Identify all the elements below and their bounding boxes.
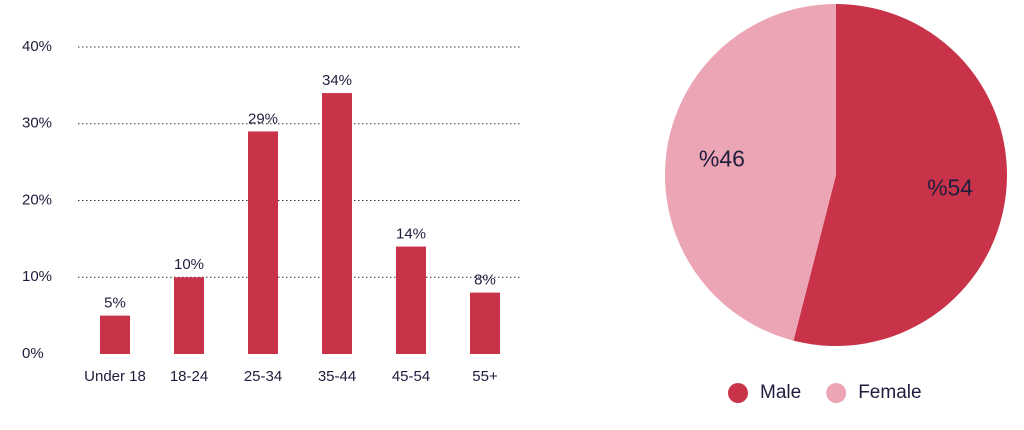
y-tick-label: 20%	[22, 191, 52, 208]
bar	[174, 277, 204, 354]
legend-swatch	[728, 383, 748, 403]
x-tick-label: 18-24	[170, 368, 208, 385]
x-tick-label: 35-44	[318, 368, 356, 385]
value-label: 14%	[396, 226, 426, 243]
x-tick-label: 55+	[472, 368, 498, 385]
value-label: 5%	[104, 295, 126, 312]
y-tick-label: 0%	[22, 345, 44, 362]
pie-slice	[665, 4, 836, 341]
value-label: 10%	[174, 256, 204, 273]
bar	[470, 292, 500, 354]
y-tick-label: 40%	[22, 38, 52, 55]
bar	[396, 246, 426, 354]
value-label: 8%	[474, 272, 496, 289]
x-tick-label: 45-54	[392, 368, 430, 385]
y-tick-label: 10%	[22, 268, 52, 285]
legend-label: Male	[760, 382, 801, 403]
legend-label: Female	[858, 382, 921, 403]
x-tick-label: Under 18	[84, 368, 146, 385]
pie-slice	[793, 4, 1007, 346]
bar	[248, 131, 278, 354]
bar	[322, 93, 352, 355]
value-label: 29%	[248, 110, 278, 127]
y-tick-label: 30%	[22, 115, 52, 132]
value-label: 34%	[322, 72, 352, 89]
slice-label: %46	[699, 146, 745, 172]
slice-label: %54	[927, 174, 973, 200]
x-tick-label: 25-34	[244, 368, 282, 385]
legend-swatch	[826, 383, 847, 403]
bar	[100, 315, 130, 354]
